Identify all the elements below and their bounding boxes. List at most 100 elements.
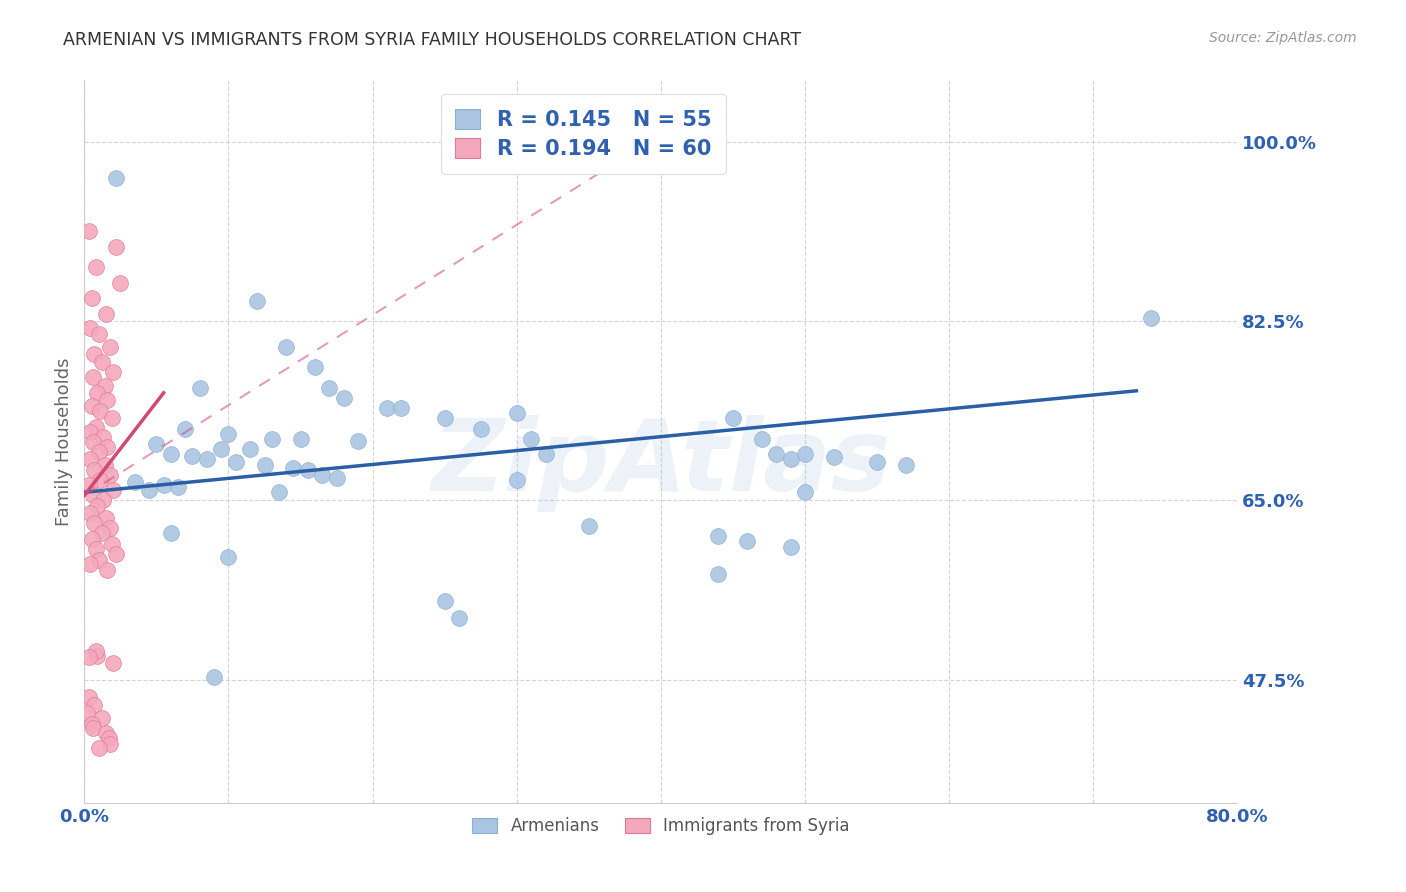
Point [84,644,107,658]
Point [304,360,326,375]
Point [218,549,240,564]
Point [779,540,801,554]
Point [174,422,197,436]
Point [707,567,730,582]
Point [83,698,105,713]
Point [267,485,290,500]
Point [77,690,100,705]
Point [290,432,312,446]
Point [866,454,889,468]
Point [90,711,112,725]
Point [707,529,730,543]
Point [86,649,108,664]
Point [94,511,117,525]
Point [98,467,121,482]
Point [77,650,100,665]
Point [534,447,557,461]
Point [138,483,160,498]
Point [90,355,112,369]
Point [80,717,103,731]
Point [86,385,108,400]
Point [195,452,218,467]
Point [105,240,128,254]
Point [96,392,118,407]
Point [779,452,801,467]
Point [91,493,114,508]
Point [145,437,167,451]
Point [311,467,333,482]
Point [470,422,492,436]
Point [100,411,122,425]
Point [283,460,305,475]
Point [160,447,183,461]
Point [100,536,122,550]
Point [87,327,110,342]
Point [520,432,543,446]
Point [751,432,773,446]
Point [79,425,101,439]
Point [225,454,247,468]
Point [1140,311,1163,326]
Point [80,291,103,305]
Point [86,499,108,513]
Point [433,411,456,425]
Point [82,370,104,384]
Point [83,516,105,530]
Point [110,276,132,290]
Point [297,463,319,477]
Point [218,426,240,441]
Text: Source: ZipAtlas.com: Source: ZipAtlas.com [1209,31,1357,45]
Point [105,170,128,185]
Point [333,391,356,405]
Point [98,521,121,535]
Point [89,473,111,487]
Point [103,483,124,498]
Point [246,293,269,308]
Point [152,478,174,492]
Point [823,450,845,465]
Point [87,553,110,567]
Point [449,611,471,625]
Point [79,557,101,571]
Point [506,406,529,420]
Point [578,519,600,533]
Point [794,485,817,500]
Point [82,721,104,735]
Point [93,378,115,392]
Point [318,381,340,395]
Point [76,706,98,720]
Point [506,473,529,487]
Point [90,526,112,541]
Point [79,321,101,335]
Point [80,533,103,547]
Point [347,434,370,448]
Point [87,741,110,756]
Point [82,435,104,450]
Point [84,260,107,274]
Point [794,447,817,461]
Point [737,534,759,549]
Point [94,726,117,740]
Point [103,365,124,379]
Point [97,731,120,746]
Point [82,488,104,502]
Point [77,224,100,238]
Point [94,307,117,321]
Point [124,475,146,489]
Point [325,471,347,485]
Text: ZipAtlas: ZipAtlas [432,415,890,512]
Point [253,458,276,472]
Point [167,480,190,494]
Point [79,452,101,467]
Point [93,458,115,472]
Point [202,670,225,684]
Point [721,411,744,425]
Point [91,430,114,444]
Point [260,432,283,446]
Point [188,381,211,395]
Point [83,347,105,361]
Point [96,440,118,454]
Point [181,450,204,464]
Point [96,563,118,577]
Point [160,526,183,541]
